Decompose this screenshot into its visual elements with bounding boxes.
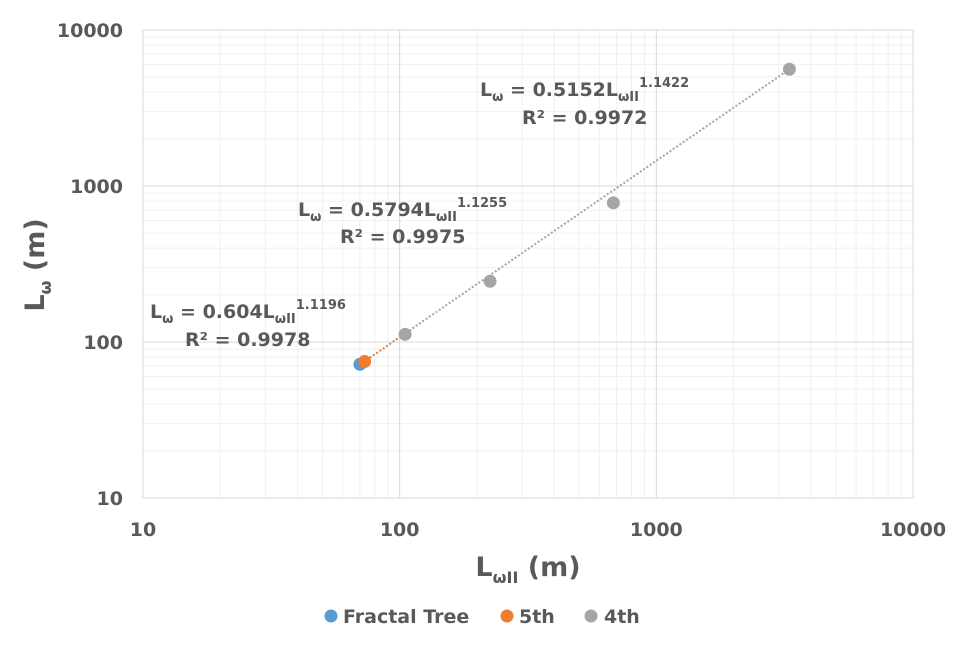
equation-exponent: 1.1255 <box>457 196 507 211</box>
minor-gridlines <box>143 30 913 498</box>
equation-rhs-sub: ωII <box>436 210 457 225</box>
x-tick-label: 1000 <box>630 519 683 541</box>
y-axis-title-main: L <box>20 294 51 311</box>
plot-area-border <box>142 29 914 499</box>
x-tick-label: 10 <box>130 519 156 541</box>
r-squared-label: R² = 0.9978 <box>185 329 310 351</box>
trendline-equation: Lω = 0.5794LωII1.1255 <box>298 196 507 225</box>
equation-exponent: 1.1422 <box>639 76 689 91</box>
data-point <box>782 62 796 76</box>
plot-background <box>143 30 913 498</box>
equation-rhs-sub: ωII <box>275 312 296 327</box>
y-tick-label: 100 <box>83 332 123 354</box>
data-points <box>353 62 796 371</box>
r-squared-label: R² = 0.9975 <box>340 226 465 248</box>
equation-lhs-sub: ω <box>162 312 173 327</box>
y-axis-title: Lω (m) <box>20 218 55 311</box>
equation-lhs: L <box>480 79 492 101</box>
equation-exponent: 1.1196 <box>296 298 346 313</box>
legend-marker <box>324 609 338 623</box>
x-axis-title-sub: ωII <box>493 568 519 587</box>
y-tick-label: 10 <box>97 488 123 510</box>
x-axis-title-main: L <box>475 552 492 583</box>
y-axis-title-sub: ω <box>36 280 55 294</box>
equation-rhs-sub: ωII <box>618 90 639 105</box>
y-tick-label: 1000 <box>70 176 123 198</box>
legend-label: 4th <box>604 606 640 628</box>
equation-lhs: L <box>298 199 310 221</box>
equation-lhs-sub: ω <box>310 210 321 225</box>
trendline-equation: Lω = 0.604LωII1.1196 <box>150 298 346 327</box>
legend-marker <box>500 609 514 623</box>
data-point <box>398 327 412 341</box>
data-point <box>358 354 372 368</box>
y-tick-label: 10000 <box>57 20 123 42</box>
data-point <box>606 196 620 210</box>
x-tick-labels: 10 100 1000 10000 <box>130 519 946 541</box>
r-squared-label: R² = 0.9972 <box>522 107 647 129</box>
y-axis-title-unit: (m) <box>20 218 51 280</box>
legend-label: 5th <box>519 606 555 628</box>
legend: Fractal Tree 5th 4th <box>324 606 640 628</box>
legend-label: Fractal Tree <box>343 606 469 628</box>
x-axis-title: LωII (m) <box>475 552 580 587</box>
y-tick-labels: 10 100 1000 10000 <box>57 20 123 510</box>
equation-mid: = 0.604L <box>173 301 274 323</box>
equation-mid: = 0.5152L <box>503 79 618 101</box>
trendline-equation: Lω = 0.5152LωII1.1422 <box>480 76 689 105</box>
equation-lhs-sub: ω <box>492 90 503 105</box>
legend-marker <box>584 609 598 623</box>
equation-lhs: L <box>150 301 162 323</box>
data-point <box>483 274 497 288</box>
equation-mid: = 0.5794L <box>321 199 436 221</box>
x-tick-label: 10000 <box>880 519 946 541</box>
x-tick-label: 100 <box>380 519 420 541</box>
x-axis-title-unit: (m) <box>518 552 580 583</box>
